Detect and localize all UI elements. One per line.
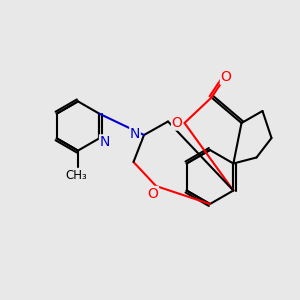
Text: O: O	[220, 70, 231, 84]
Text: O: O	[148, 187, 158, 200]
Text: CH₃: CH₃	[66, 169, 87, 182]
Text: N: N	[100, 135, 110, 149]
Text: N: N	[130, 127, 140, 140]
Text: O: O	[172, 116, 182, 130]
